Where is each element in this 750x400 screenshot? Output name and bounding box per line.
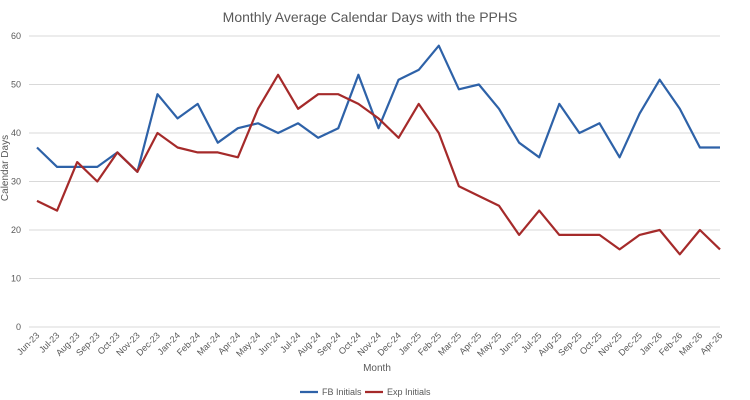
- y-axis-ticks: 0 10 20 30 40 50 60: [11, 31, 21, 332]
- series-line-2: [36, 73, 721, 256]
- x-axis-label: Month: [363, 363, 391, 374]
- y-tick-label: 30: [11, 177, 21, 187]
- x-tick-label: Jun-23: [15, 330, 42, 357]
- x-axis-ticks: Jun-23Jul-23Aug-23Sep-23Oct-23Nov-23Dec-…: [15, 330, 725, 358]
- series-lines: [36, 44, 721, 256]
- y-tick-label: 60: [11, 31, 21, 41]
- x-tick-label: Apr-26: [698, 330, 724, 356]
- y-tick-label: 20: [11, 225, 21, 235]
- legend-label: FB Initials: [322, 387, 362, 397]
- series-line-1: [36, 44, 720, 173]
- y-tick-label: 10: [11, 274, 21, 284]
- y-tick-label: 0: [16, 322, 21, 332]
- legend: FB Initials Exp Initials: [300, 387, 431, 397]
- x-tick-label: Jun-24: [256, 330, 283, 357]
- legend-label: Exp Initials: [387, 387, 431, 397]
- y-axis-label: Calendar Days: [0, 135, 11, 201]
- y-tick-label: 50: [11, 80, 21, 90]
- x-tick-label: Jun-25: [497, 330, 524, 357]
- gridlines: [29, 35, 720, 328]
- chart-title: Monthly Average Calendar Days with the P…: [223, 9, 518, 25]
- y-tick-label: 40: [11, 128, 21, 138]
